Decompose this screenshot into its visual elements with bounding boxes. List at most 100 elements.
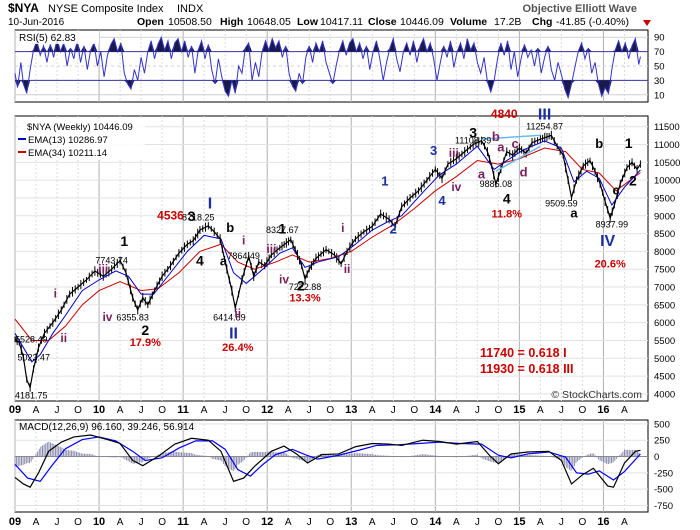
wave-label: 2 bbox=[297, 278, 305, 294]
triangle-lower-line bbox=[495, 145, 541, 172]
macd-legend: MACD(12,26,9) 96.160, 39.246, 56.914 bbox=[19, 422, 195, 433]
x-tick-label-bottom: O bbox=[326, 517, 334, 528]
price-point-label: 4181.75 bbox=[15, 391, 48, 401]
wave-label: 3 bbox=[469, 124, 477, 140]
ema34-legend: EMA(34) 10211.14 bbox=[28, 148, 107, 159]
wave-label: iii bbox=[98, 262, 108, 276]
x-tick-label-bottom: A bbox=[621, 517, 628, 528]
price-point-label: 11108.39 bbox=[455, 136, 491, 146]
down-arrow-icon bbox=[643, 20, 651, 26]
header-close-label: Close bbox=[368, 16, 397, 28]
header-open: 10508.50 bbox=[168, 16, 212, 28]
price-tick-label: 7000 bbox=[654, 283, 675, 294]
x-tick-label: J bbox=[391, 405, 396, 416]
price-tick-label: 11000 bbox=[654, 140, 680, 151]
x-tick-label-bottom: 09 bbox=[9, 516, 21, 528]
x-tick-label-bottom: A bbox=[369, 517, 376, 528]
x-tick-label-bottom: A bbox=[117, 517, 124, 528]
price-tick-label: 7500 bbox=[654, 265, 675, 276]
x-tick-label: A bbox=[621, 405, 628, 416]
macd-signal-line bbox=[14, 436, 641, 483]
fib-note-1: 11740 = 0.618 I bbox=[480, 346, 567, 360]
price-tick-label: 8000 bbox=[654, 247, 675, 258]
x-tick-label: A bbox=[453, 405, 460, 416]
x-tick-label: 15 bbox=[513, 404, 525, 416]
wave-label: ii bbox=[344, 262, 351, 276]
price-point-label: 6414.89 bbox=[213, 312, 246, 322]
ema13-swatch bbox=[18, 138, 26, 140]
macd-tick-label: -500 bbox=[654, 485, 673, 496]
x-tick-label: 14 bbox=[429, 404, 442, 416]
price-point-label: 5023.47 bbox=[18, 352, 51, 362]
wave-label: b bbox=[226, 220, 234, 235]
macd-tick-label: 250 bbox=[654, 436, 670, 447]
price-tick-label: 4000 bbox=[654, 389, 675, 400]
x-tick-label-bottom: J bbox=[475, 517, 480, 528]
wave-label: 4 bbox=[196, 253, 204, 269]
rsi-tick-label: 30 bbox=[654, 76, 665, 87]
header-name: NYSE Composite Index bbox=[48, 3, 164, 15]
rsi-tick-label: 50 bbox=[654, 62, 665, 73]
x-tick-label: 13 bbox=[345, 404, 357, 416]
x-tick-label: O bbox=[326, 405, 334, 416]
wave-label: 4 bbox=[438, 193, 446, 208]
price-tick-label: 8500 bbox=[654, 229, 675, 240]
price-tick-label: 9000 bbox=[654, 211, 675, 222]
header-exchange: INDX bbox=[177, 3, 204, 15]
x-tick-label-bottom: J bbox=[559, 517, 564, 528]
price-legend-bg bbox=[17, 118, 145, 160]
price-point-label: 9509.59 bbox=[545, 198, 578, 208]
x-tick-label: A bbox=[285, 405, 292, 416]
x-tick-label: O bbox=[242, 405, 250, 416]
macd-tick-label: -250 bbox=[654, 468, 673, 479]
wave-label: i bbox=[242, 233, 245, 247]
price-tick-label: 11500 bbox=[654, 122, 680, 133]
header-chg-label: Chg bbox=[532, 16, 552, 28]
header-chg: -41.85 (-0.40%) bbox=[556, 16, 629, 28]
x-tick-label: O bbox=[579, 405, 587, 416]
price-tick-label: 6000 bbox=[654, 318, 675, 329]
x-tick-label-bottom: A bbox=[453, 517, 460, 528]
wave-label: 4 bbox=[503, 190, 511, 206]
rsi-line bbox=[14, 35, 641, 100]
macd-tick-label: 0 bbox=[654, 452, 659, 463]
rsi-overbought-fill bbox=[60, 42, 68, 52]
wave-label: III bbox=[538, 107, 551, 124]
x-tick-label-bottom: 15 bbox=[513, 516, 525, 528]
wave-label: I bbox=[208, 196, 212, 213]
x-tick-label-bottom: 10 bbox=[93, 516, 105, 528]
ema34-swatch bbox=[18, 151, 26, 153]
x-tick-label: A bbox=[369, 405, 376, 416]
header-high-label: High bbox=[220, 16, 243, 28]
price-line bbox=[14, 134, 641, 390]
wave-label: ii bbox=[60, 331, 67, 345]
rsi-panel bbox=[14, 29, 649, 103]
header-date: 10-Jun-2016 bbox=[8, 17, 65, 28]
wave-label: II bbox=[229, 326, 238, 343]
rsi-overbought-fill bbox=[346, 38, 357, 52]
wave-label: 2 bbox=[629, 172, 637, 188]
x-tick-label: 11 bbox=[177, 404, 189, 416]
x-tick-label-bottom: 14 bbox=[429, 516, 442, 528]
fib-note-2: 11930 = 0.618 III bbox=[480, 362, 574, 376]
wave-label: a bbox=[220, 254, 228, 269]
wave-label: iii bbox=[449, 146, 459, 160]
header-open-label: Open bbox=[137, 16, 164, 28]
rsi-overbought-fill bbox=[386, 38, 397, 52]
header-brand: Objective Elliott Wave bbox=[522, 3, 637, 15]
percent-label: 17.9% bbox=[130, 337, 161, 349]
wave-label: d bbox=[520, 165, 528, 180]
wave-label: i bbox=[341, 221, 344, 235]
x-tick-label: J bbox=[559, 405, 564, 416]
x-tick-label: 16 bbox=[597, 404, 609, 416]
price-point-label: 7222.88 bbox=[289, 282, 322, 292]
wave-label: 4840 bbox=[491, 107, 518, 121]
wave-label: ii bbox=[234, 306, 241, 320]
wave-label: iv bbox=[102, 310, 112, 324]
x-tick-label-bottom: A bbox=[537, 517, 544, 528]
x-tick-label: A bbox=[201, 405, 208, 416]
macd-line bbox=[14, 434, 641, 488]
x-tick-label: O bbox=[74, 405, 82, 416]
price-tick-label: 4500 bbox=[654, 372, 675, 383]
